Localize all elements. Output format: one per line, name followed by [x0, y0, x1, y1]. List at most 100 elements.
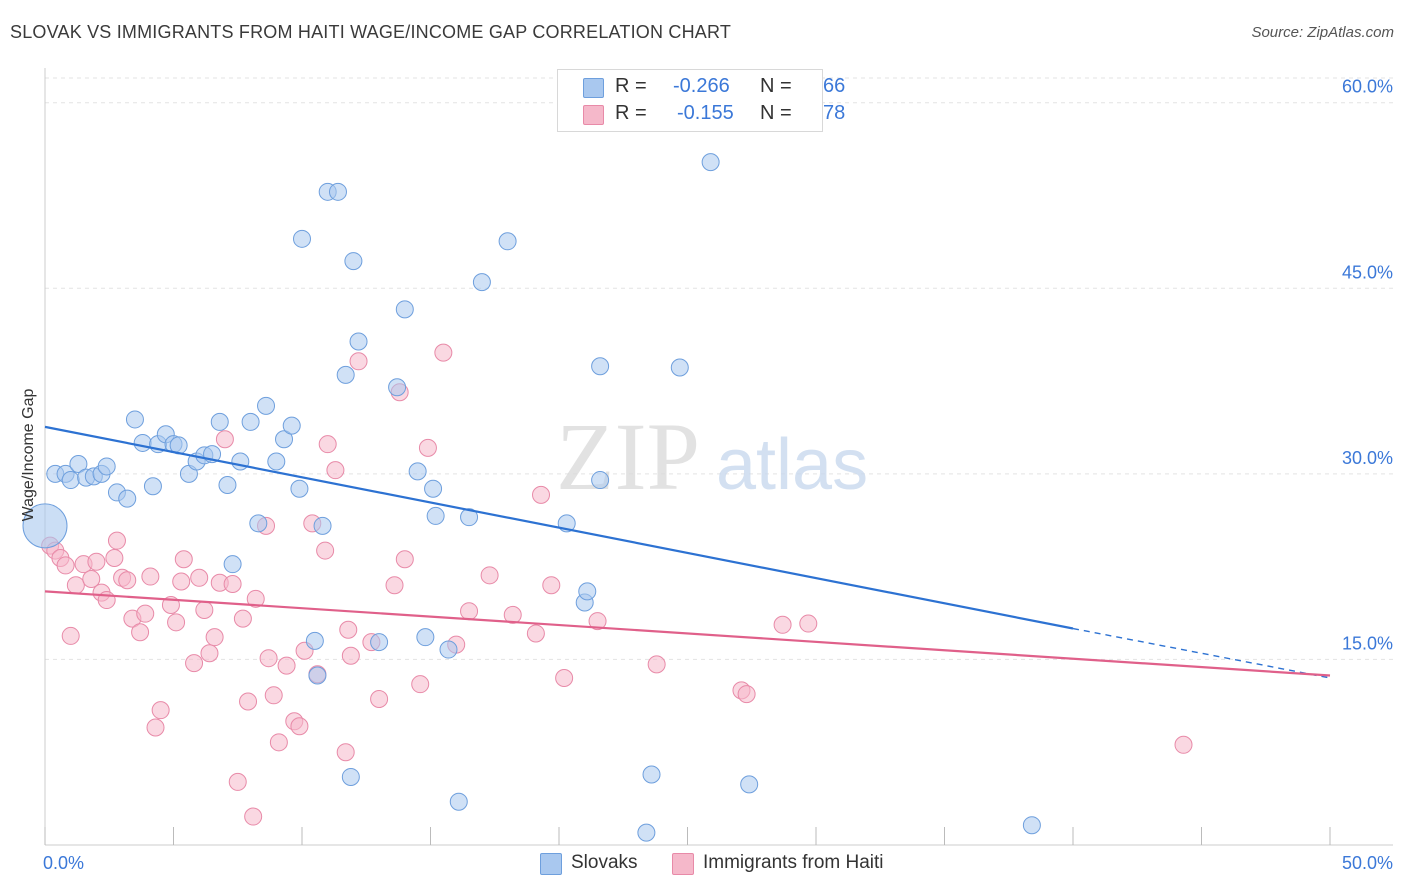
data-point-slovaks — [388, 378, 407, 397]
data-point-slovaks — [22, 503, 68, 549]
chart-source: Source: ZipAtlas.com — [1251, 24, 1394, 41]
data-point-haiti — [737, 685, 756, 704]
data-point-haiti — [215, 430, 234, 449]
axes — [44, 68, 1393, 846]
data-point-slovaks — [408, 462, 427, 481]
data-point-haiti — [588, 612, 607, 631]
data-point-slovaks — [344, 252, 363, 271]
x-tick-label: 50.0% — [1342, 853, 1393, 873]
bottom-legend-label-haiti: Immigrants from Haiti — [703, 852, 884, 873]
data-point-haiti — [105, 548, 124, 567]
data-point-haiti — [190, 568, 209, 587]
data-point-haiti — [172, 572, 191, 591]
data-point-slovaks — [143, 477, 162, 496]
legend-n-label: N = — [760, 102, 792, 124]
trend-line-haiti — [44, 590, 1331, 677]
y-tick-label: 15.0% — [1342, 633, 1393, 653]
data-point-slovaks — [460, 508, 479, 527]
data-point-haiti — [555, 668, 574, 687]
data-point-haiti — [269, 733, 288, 752]
data-point-haiti — [151, 701, 170, 720]
data-point-slovaks — [118, 489, 137, 508]
legend-r-label: R = — [615, 75, 647, 97]
data-point-slovaks — [341, 767, 360, 786]
legend-swatch-slovaks — [583, 78, 604, 98]
data-point-haiti — [542, 576, 561, 595]
bottom-legend-slovaks: Slovaks — [540, 851, 660, 877]
data-point-slovaks — [591, 357, 610, 376]
data-point-haiti — [326, 461, 345, 480]
tick-labels: 15.0% 30.0% 45.0% 60.0% 0.0% 50.0% — [43, 77, 1393, 873]
data-point-haiti — [174, 550, 193, 569]
data-point-slovaks — [69, 454, 88, 473]
data-point-haiti — [61, 626, 80, 645]
data-point-slovaks — [395, 300, 414, 319]
data-point-slovaks — [241, 412, 260, 431]
data-point-slovaks — [449, 792, 468, 811]
data-point-slovaks — [313, 516, 332, 535]
data-point-slovaks — [267, 452, 286, 471]
data-point-slovaks — [275, 430, 294, 449]
data-point-slovaks — [637, 823, 656, 842]
data-point-haiti — [66, 576, 85, 595]
legend-r-value: -0.155 — [677, 102, 734, 124]
data-point-haiti — [434, 343, 453, 362]
data-point-haiti — [503, 605, 522, 624]
bottom-legend-label-slovaks: Slovaks — [571, 852, 638, 873]
data-point-haiti — [341, 646, 360, 665]
data-point-haiti — [799, 614, 818, 633]
legend-n-value: 66 — [823, 75, 846, 97]
data-point-haiti — [246, 589, 265, 608]
data-point-slovaks — [218, 476, 237, 495]
data-point-haiti — [136, 604, 155, 623]
data-point-haiti — [349, 352, 368, 371]
data-point-haiti — [418, 438, 437, 457]
data-point-haiti — [264, 686, 283, 705]
data-point-slovaks — [670, 358, 689, 377]
y-tick-label: 60.0% — [1342, 77, 1393, 97]
data-point-slovaks — [1022, 816, 1041, 835]
data-point-haiti — [205, 628, 224, 647]
watermark-zip: ZIP — [556, 403, 700, 510]
data-point-haiti — [56, 556, 75, 575]
trend-line-slovaks-extension — [1072, 627, 1331, 679]
data-point-slovaks — [133, 433, 152, 452]
data-point-haiti — [239, 692, 258, 711]
data-point-slovaks — [349, 332, 368, 351]
data-point-haiti — [385, 576, 404, 595]
data-point-slovaks — [701, 153, 720, 172]
data-point-slovaks — [308, 666, 327, 685]
legend-r-value: -0.266 — [673, 75, 730, 97]
data-point-haiti — [316, 541, 335, 560]
data-point-haiti — [259, 649, 278, 668]
data-point-slovaks — [591, 471, 610, 490]
y-tick-label: 30.0% — [1342, 448, 1393, 468]
data-point-slovaks — [578, 582, 597, 601]
data-point-slovaks — [305, 631, 324, 650]
data-point-slovaks — [336, 365, 355, 384]
data-point-haiti — [647, 655, 666, 674]
data-point-slovaks — [426, 506, 445, 525]
data-point-haiti — [118, 571, 137, 590]
data-point-slovaks — [223, 555, 242, 574]
data-point-haiti — [411, 675, 430, 694]
data-point-haiti — [131, 623, 150, 642]
watermark: ZIP atlas — [556, 403, 868, 510]
data-point-haiti — [107, 531, 126, 550]
data-point-haiti — [339, 620, 358, 639]
legend-swatch-haiti — [583, 105, 604, 125]
data-point-slovaks — [249, 514, 268, 533]
data-points — [22, 153, 1193, 842]
data-point-slovaks — [740, 775, 759, 794]
data-point-slovaks — [61, 471, 80, 490]
data-point-haiti — [223, 574, 242, 593]
legend-n-label: N = — [760, 75, 792, 97]
data-point-slovaks — [642, 765, 661, 784]
data-point-haiti — [1174, 735, 1193, 754]
data-point-haiti — [480, 566, 499, 585]
data-point-slovaks — [328, 182, 347, 201]
data-point-slovaks — [257, 396, 276, 415]
data-point-haiti — [370, 690, 389, 709]
data-point-haiti — [82, 570, 101, 589]
